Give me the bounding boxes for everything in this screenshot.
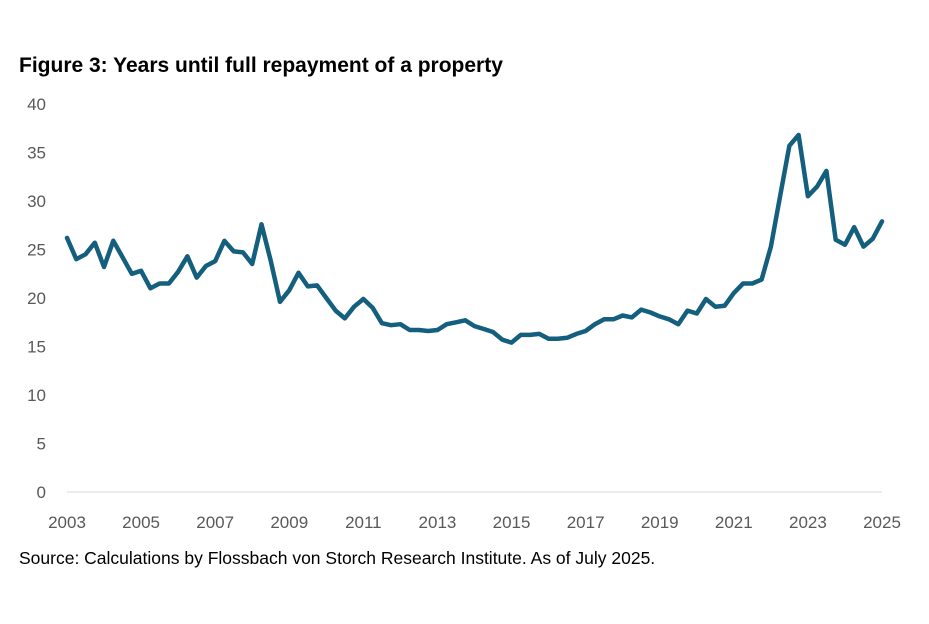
x-tick-label: 2003 bbox=[48, 513, 86, 532]
y-tick-label: 25 bbox=[27, 241, 46, 260]
y-tick-label: 10 bbox=[27, 386, 46, 405]
x-tick-label: 2005 bbox=[122, 513, 160, 532]
source-note: Source: Calculations by Flossbach von St… bbox=[19, 548, 656, 568]
y-tick-label: 5 bbox=[37, 435, 46, 454]
x-tick-label: 2019 bbox=[641, 513, 679, 532]
series-line bbox=[64, 132, 885, 345]
chart-title: Figure 3: Years until full repayment of … bbox=[19, 54, 503, 77]
x-tick-label: 2011 bbox=[345, 513, 382, 532]
x-tick-label: 2021 bbox=[715, 513, 753, 532]
y-tick-label: 0 bbox=[37, 483, 46, 502]
x-tick-label: 2025 bbox=[863, 513, 901, 532]
y-tick-label: 30 bbox=[27, 192, 46, 211]
x-tick-label: 2023 bbox=[789, 513, 827, 532]
y-tick-label: 40 bbox=[27, 95, 46, 114]
x-tick-label: 2017 bbox=[567, 513, 605, 532]
x-tick-label: 2013 bbox=[419, 513, 457, 532]
y-tick-label: 15 bbox=[27, 338, 46, 357]
x-tick-label: 2009 bbox=[270, 513, 308, 532]
x-tick-label: 2007 bbox=[196, 513, 234, 532]
y-tick-label: 35 bbox=[27, 144, 46, 163]
y-tick-label: 20 bbox=[27, 289, 46, 308]
x-tick-label: 2015 bbox=[493, 513, 531, 532]
